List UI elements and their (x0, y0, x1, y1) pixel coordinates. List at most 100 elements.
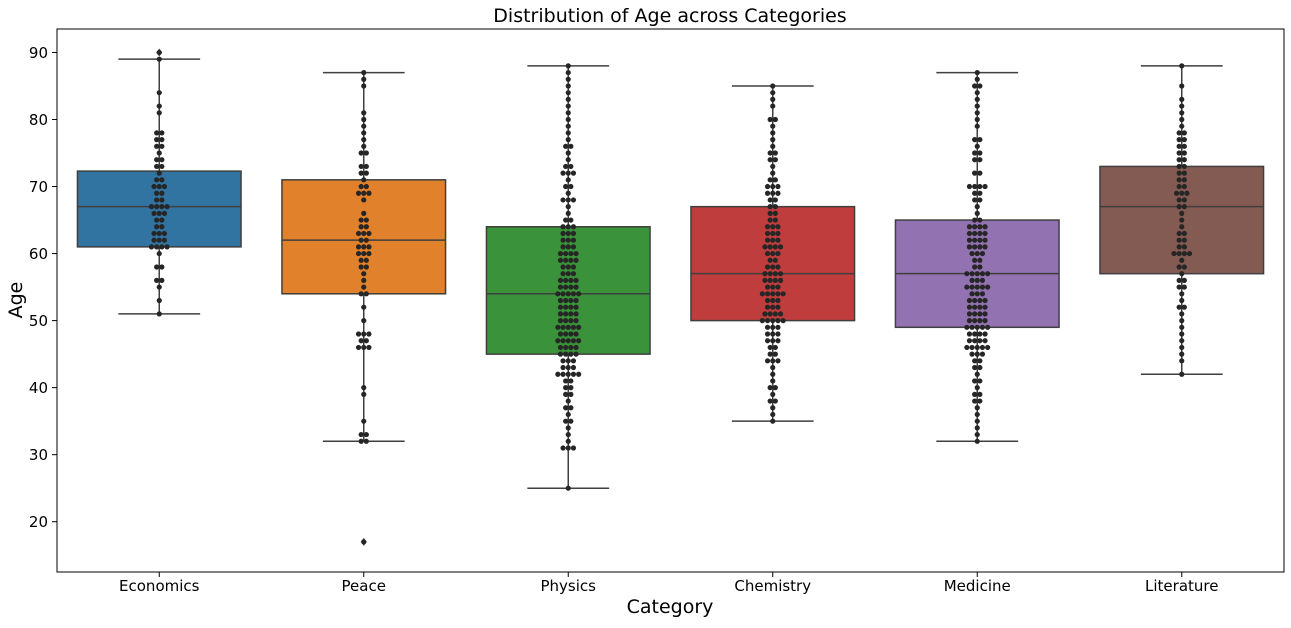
swarm-point (355, 230, 362, 237)
swarm-point (156, 103, 162, 109)
swarm-point (764, 224, 771, 230)
swarm-point (775, 318, 781, 324)
swarm-point (979, 277, 986, 283)
swarm-point (161, 237, 168, 243)
swarm-point (363, 163, 369, 170)
swarm-point (565, 63, 571, 69)
swarm-point (563, 378, 569, 384)
swarm-point (565, 116, 571, 123)
swarm-point (770, 291, 776, 297)
swarm-point (1181, 183, 1187, 190)
swarm-point (972, 378, 978, 384)
swarm-point (154, 130, 160, 136)
swarm-point (969, 250, 975, 257)
swarm-point (1179, 324, 1185, 330)
swarm-point (570, 237, 577, 243)
swarm-point (764, 250, 771, 257)
swarm-point (557, 351, 564, 357)
swarm-point (1181, 304, 1187, 310)
swarm-point (151, 230, 157, 237)
swarm-point (557, 311, 564, 317)
swarm-point (964, 271, 970, 277)
box-peace (281, 179, 447, 295)
swarm-point (560, 237, 566, 243)
swarm-point (565, 96, 571, 102)
swarm-point (982, 244, 988, 250)
swarm-point (565, 130, 571, 136)
swarm-point (159, 244, 165, 250)
swarm-point (969, 277, 975, 283)
swarm-point (361, 197, 367, 203)
swarm-point (772, 398, 778, 404)
swarm-point (974, 271, 980, 277)
x-tick-label: Literature (1145, 577, 1218, 595)
swarm-point (358, 183, 364, 190)
swarm-point (764, 324, 771, 330)
swarm-point (557, 297, 564, 304)
swarm-point (156, 250, 162, 257)
swarm-point (772, 217, 778, 223)
swarm-point (775, 284, 781, 290)
swarm-point (770, 137, 776, 143)
swarm-point (565, 271, 571, 277)
swarm-point (982, 338, 988, 344)
y-tick-label: 90 (29, 44, 48, 62)
swarm-point (1176, 264, 1182, 270)
swarm-point (979, 324, 986, 330)
swarm-point (982, 230, 988, 237)
swarm-point (762, 244, 768, 250)
swarm-point (154, 217, 160, 223)
x-tick-label: Chemistry (734, 577, 811, 595)
swarm-point (361, 331, 367, 337)
swarm-point (770, 338, 776, 344)
swarm-point (565, 237, 571, 243)
swarm-point (972, 311, 978, 317)
swarm-point (977, 398, 983, 404)
swarm-point (764, 358, 771, 364)
swarm-point (974, 76, 980, 82)
swarm-point (979, 271, 986, 277)
x-axis-label: Category (627, 596, 714, 618)
swarm-point (563, 391, 569, 397)
swarm-point (780, 318, 786, 324)
swarm-point (767, 311, 773, 317)
swarm-point (1179, 331, 1185, 337)
swarm-point (563, 250, 569, 257)
swarm-point (767, 204, 773, 210)
swarm-point (979, 344, 986, 351)
swarm-point (764, 230, 771, 237)
swarm-point (363, 224, 369, 230)
swarm-point (355, 344, 362, 351)
swarm-point (770, 170, 776, 176)
swarm-point (576, 291, 582, 297)
swarm-point (154, 277, 160, 283)
swarm-point (972, 157, 978, 163)
swarm-point (565, 204, 571, 210)
swarm-point (974, 344, 980, 351)
swarm-point (772, 116, 778, 123)
swarm-point (151, 183, 157, 190)
swarm-point (361, 210, 367, 216)
swarm-point (361, 539, 367, 545)
swarm-point (570, 170, 577, 176)
swarm-point (1179, 83, 1185, 89)
swarm-point (568, 318, 574, 324)
swarm-point (974, 291, 980, 297)
swarm-point (770, 130, 776, 136)
swarm-point (775, 304, 781, 310)
y-tick-label: 60 (29, 245, 48, 263)
swarm-point (563, 331, 569, 337)
swarm-point (977, 311, 983, 317)
swarm-point (767, 257, 773, 263)
swarm-point (156, 183, 162, 190)
swarm-point (363, 291, 369, 297)
swarm-point (560, 244, 566, 250)
swarm-point (770, 364, 776, 371)
swarm-point (568, 344, 574, 351)
swarm-point (972, 170, 978, 176)
swarm-point (363, 264, 369, 270)
swarm-point (565, 438, 571, 444)
swarm-point (363, 438, 369, 444)
swarm-point (770, 163, 776, 170)
